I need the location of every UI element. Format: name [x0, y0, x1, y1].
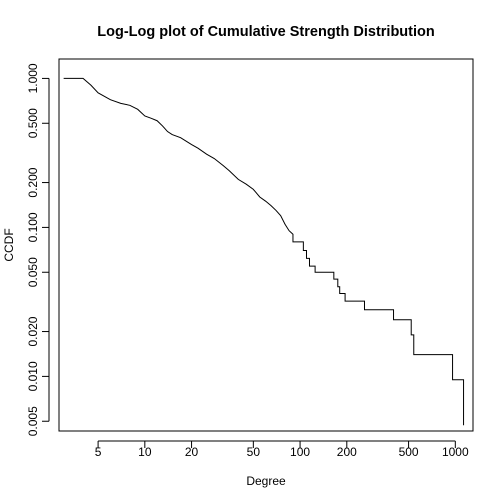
y-tick-label: 0.010 [26, 361, 40, 391]
x-tick-label: 100 [290, 445, 310, 459]
plot-area-frame [58, 58, 474, 432]
x-tick-label: 200 [337, 445, 357, 459]
x-tick-label: 20 [185, 445, 199, 459]
y-tick-label: 0.020 [26, 316, 40, 346]
x-tick-label: 500 [399, 445, 419, 459]
x-tick-label: 50 [247, 445, 261, 459]
y-tick-label: 0.500 [26, 108, 40, 138]
x-axis: 5 10 20 50 100 200 500 1000 [95, 440, 469, 459]
y-tick-label: 0.050 [26, 257, 40, 287]
x-tick-label: 5 [95, 445, 102, 459]
x-tick-label: 10 [138, 445, 152, 459]
y-tick-label: 0.005 [26, 406, 40, 436]
y-tick-label: 1.000 [26, 63, 40, 93]
ccdf-series-line [63, 77, 465, 426]
y-axis: 0.005 0.010 0.020 0.050 0.100 0.200 0.500 1.000 [26, 63, 50, 436]
x-axis-label: Degree [246, 474, 286, 488]
y-tick-label: 0.200 [26, 167, 40, 197]
x-tick-label: 1000 [442, 445, 469, 459]
chart-title: Log-Log plot of Cumulative Strength Dist… [97, 24, 435, 40]
y-tick-label: 0.100 [26, 212, 40, 242]
y-axis-label: CCDF [2, 228, 16, 261]
